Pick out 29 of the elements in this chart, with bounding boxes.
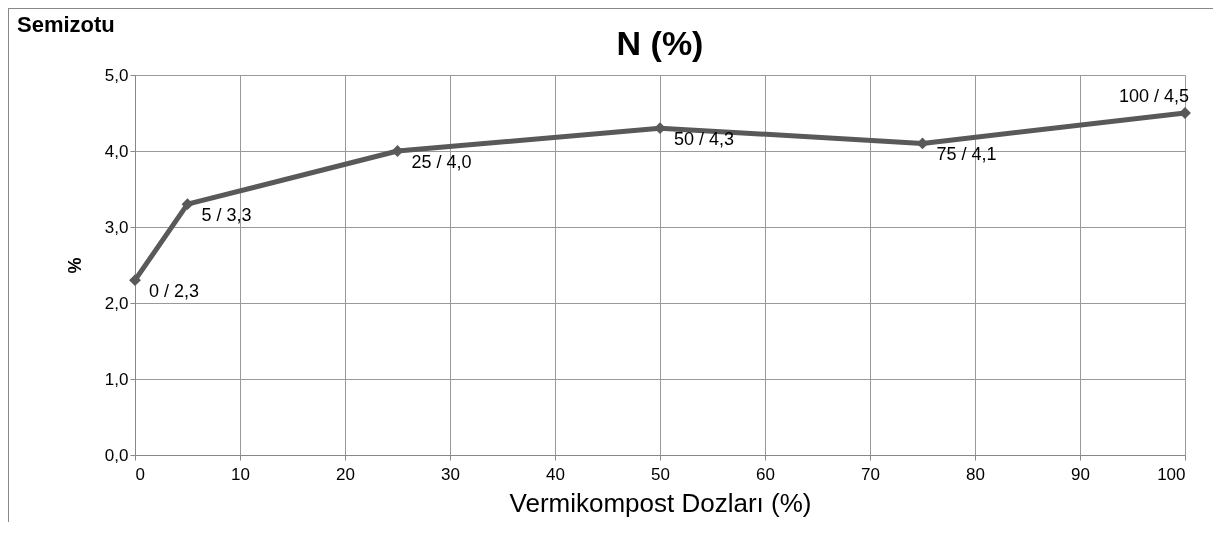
data-label: 25 / 4,0 — [411, 152, 472, 172]
x-tick-label: 20 — [336, 464, 355, 484]
x-tick-label: 70 — [861, 464, 880, 484]
data-label: 5 / 3,3 — [201, 205, 252, 226]
x-axis-title: Vermikompost Dozları (%) — [509, 487, 812, 518]
data-label: 50 / 4,3 — [674, 129, 735, 150]
x-tick-label: 50 — [651, 464, 670, 484]
data-label: 100 / 4,5 — [1118, 86, 1189, 106]
y-axis-title: % — [64, 257, 85, 274]
x-tick-label: 0 — [135, 464, 145, 484]
data-label: 75 / 4,1 — [936, 144, 997, 165]
y-tick-label: 3,0 — [104, 217, 129, 237]
y-tick-label: 4,0 — [104, 141, 129, 161]
x-tick-label: 30 — [441, 464, 460, 484]
y-tick-label: 1,0 — [104, 369, 129, 389]
x-tick-label: 60 — [756, 464, 775, 484]
point — [181, 198, 194, 211]
x-tick-label: 90 — [1071, 464, 1090, 484]
point — [129, 274, 141, 287]
data-label: 0 / 2,3 — [149, 281, 200, 302]
x-tick-label: 80 — [966, 464, 985, 484]
x-tick-label: 100 — [1157, 464, 1186, 484]
x-tick-label: 40 — [546, 464, 565, 484]
y-tick-label: 5,0 — [104, 65, 129, 85]
y-tick-label: 2,0 — [104, 293, 129, 313]
text: Semizotu — [17, 12, 115, 37]
chart-title: N (%) — [616, 24, 704, 62]
x-tick-label: 10 — [231, 464, 250, 484]
y-tick-label: 0,0 — [104, 445, 129, 465]
